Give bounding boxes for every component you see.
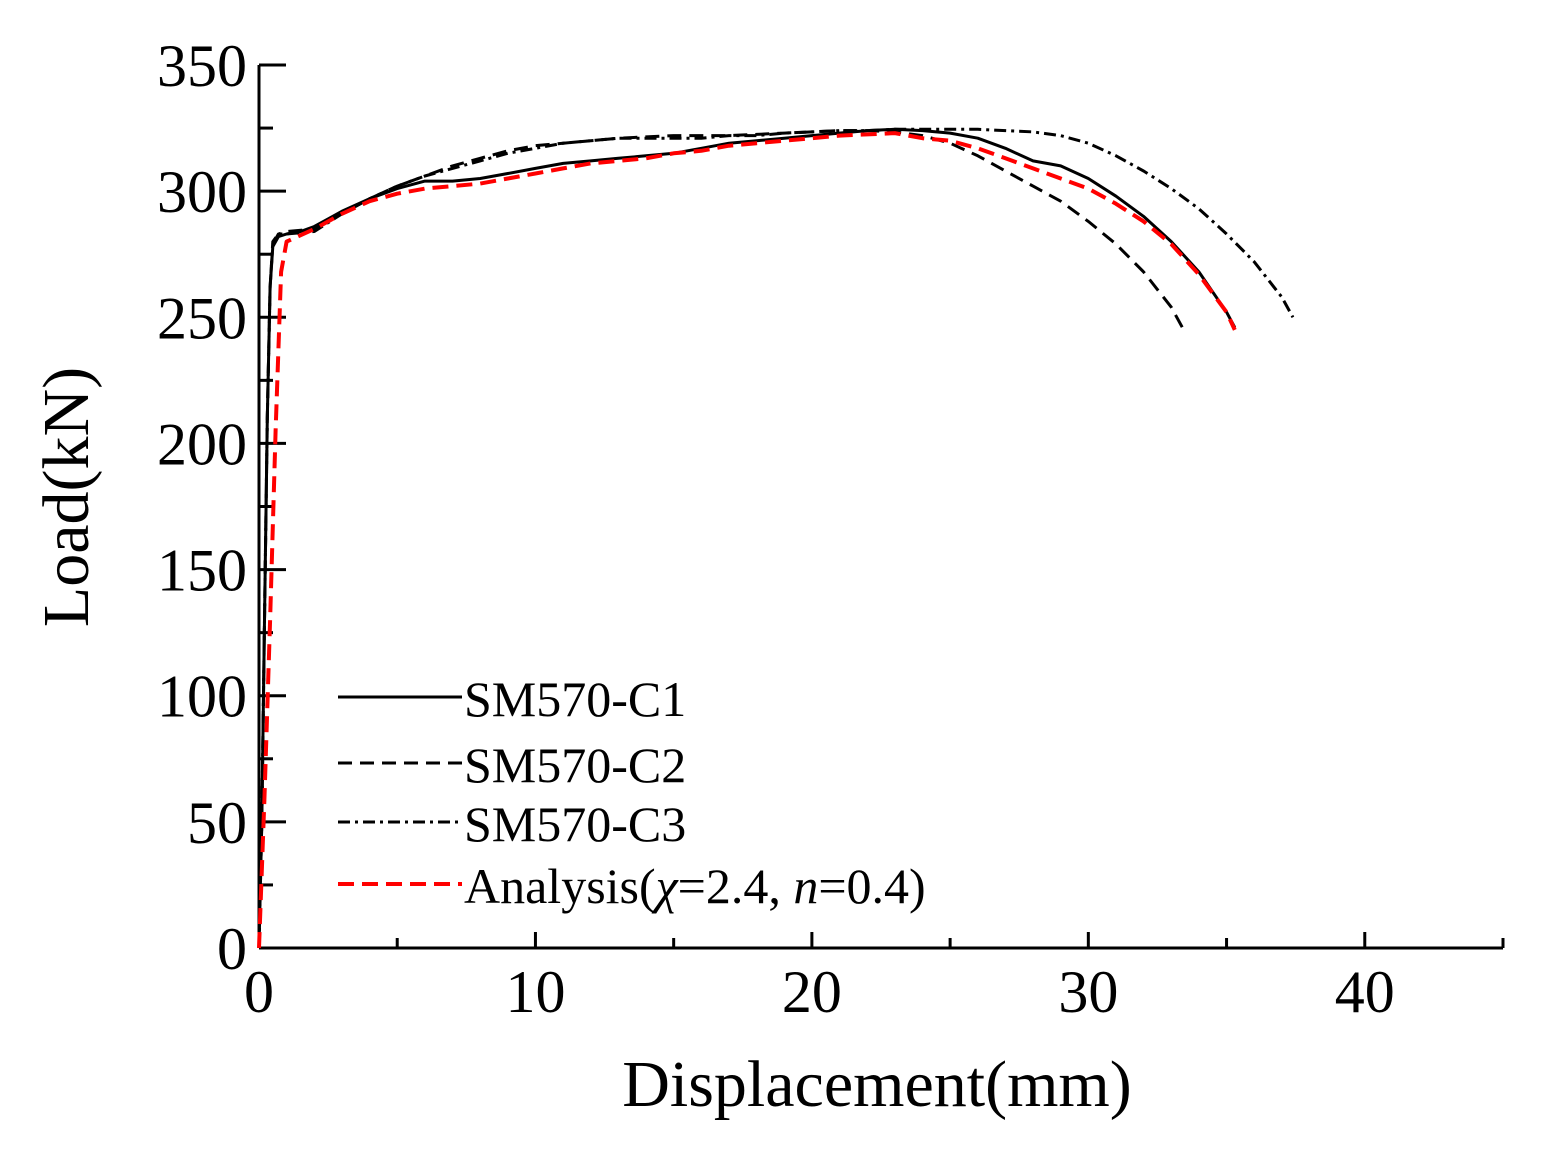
legend-label-sm570-c1: SM570-C1: [464, 671, 686, 727]
legend-chi-value: =2.4,: [678, 858, 794, 914]
x-axis-title: Displacement(mm): [622, 1048, 1132, 1121]
series-line-4: [257, 131, 1237, 949]
x-tick-label: 20: [782, 959, 842, 1025]
y-tick-label: 250: [157, 285, 247, 351]
legend: SM570-C1 SM570-C2 SM570-C3 Analysis(χ=2.…: [338, 671, 926, 914]
x-tick-label: 0: [244, 959, 274, 1025]
x-tick-label: 40: [1335, 959, 1395, 1025]
y-tick-label: 50: [187, 790, 247, 856]
series-line-2: [257, 129, 1184, 949]
y-tick-label: 150: [157, 538, 247, 604]
legend-label-analysis: Analysis(χ=2.4, n=0.4): [464, 858, 926, 914]
y-axis-title: Load(kN): [30, 367, 103, 627]
legend-chi-symbol: χ: [652, 858, 680, 914]
series-line-1: [257, 127, 1237, 949]
legend-label-sm570-c2: SM570-C2: [464, 737, 686, 793]
x-tick-label: 30: [1058, 959, 1118, 1025]
y-tick-label: 200: [157, 411, 247, 477]
axes: 0 10 20 30 40 0 50 100 150 200 250 300 350 Displaceme…: [30, 33, 1505, 1121]
series-line-3: [257, 127, 1295, 949]
y-tick-label: 300: [157, 159, 247, 225]
legend-n-symbol: n: [793, 858, 818, 914]
legend-label-sm570-c3: SM570-C3: [464, 796, 686, 852]
y-tick-label: 350: [157, 33, 247, 99]
legend-n-value: =0.4): [818, 858, 925, 914]
y-tick-label: 0: [217, 916, 247, 982]
series-layer: [257, 127, 1295, 949]
x-tick-label: 10: [505, 959, 565, 1025]
y-tick-label: 100: [157, 664, 247, 730]
legend-analysis-prefix: Analysis(: [464, 858, 656, 914]
